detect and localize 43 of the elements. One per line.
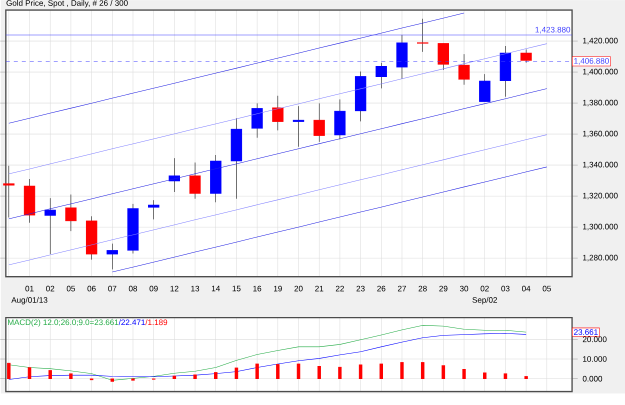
bar xyxy=(276,364,280,379)
bar xyxy=(380,364,384,379)
candlestick xyxy=(106,243,118,270)
line-series xyxy=(112,166,548,272)
bar xyxy=(400,362,404,379)
bar xyxy=(358,364,362,379)
line-series xyxy=(8,333,526,380)
bar xyxy=(7,362,11,379)
candlestick xyxy=(292,106,304,148)
bar xyxy=(69,373,73,379)
candlestick xyxy=(3,165,14,218)
candlestick xyxy=(44,198,56,254)
candlestick xyxy=(189,162,201,199)
bar xyxy=(172,376,176,379)
candlestick xyxy=(314,103,325,142)
bar xyxy=(234,368,238,379)
bar xyxy=(338,366,342,379)
candlestick xyxy=(65,194,77,232)
bar xyxy=(48,370,52,379)
bar xyxy=(317,366,321,379)
bar xyxy=(483,372,486,379)
bar xyxy=(420,362,424,379)
bar xyxy=(255,364,259,379)
bar xyxy=(442,365,446,379)
candlestick xyxy=(272,95,284,131)
bar xyxy=(296,364,300,379)
candlestick xyxy=(458,54,470,86)
bar xyxy=(110,378,114,382)
candlestick xyxy=(438,43,450,70)
candlestick xyxy=(334,99,346,140)
candlestick xyxy=(376,62,387,89)
bar xyxy=(524,376,528,379)
bar xyxy=(193,374,197,379)
bar xyxy=(504,373,508,379)
line-series xyxy=(8,325,526,381)
bar xyxy=(28,367,32,379)
candlestick xyxy=(251,103,263,138)
candlestick xyxy=(479,74,490,102)
candlestick xyxy=(148,200,160,220)
candlestick xyxy=(168,158,180,192)
bar xyxy=(462,368,466,379)
candlestick xyxy=(520,49,532,64)
bar xyxy=(214,372,218,379)
